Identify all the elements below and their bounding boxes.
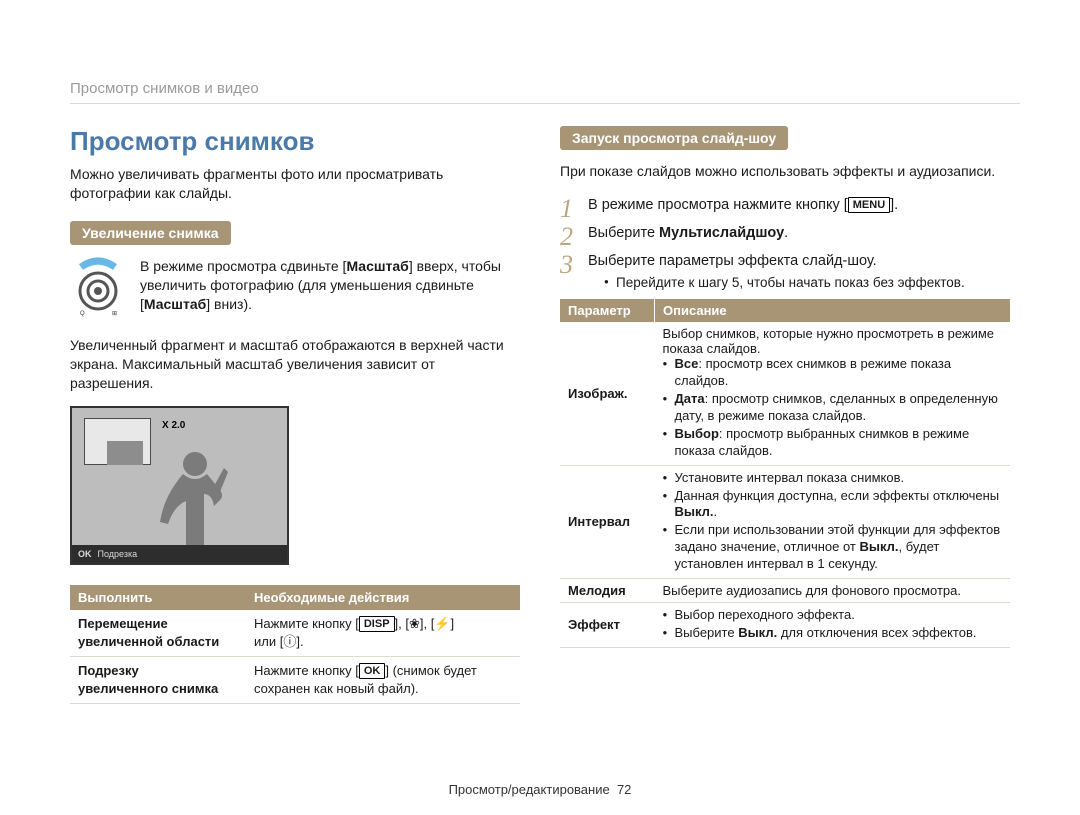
zoom-instr-b2: Масштаб — [144, 296, 206, 312]
disp-button-icon: DISP — [359, 616, 395, 632]
r1c2-p3: ], [ — [420, 616, 434, 631]
zoom-paragraph: Увеличенный фрагмент и масштаб отображаю… — [70, 336, 520, 393]
param-melody-label: Мелодия — [560, 579, 655, 603]
table-row: Подрезку увеличенного снимка Нажмите кно… — [70, 657, 520, 704]
preview-footer: OK Подрезка — [72, 545, 287, 563]
zoom-instr-b1: Масштаб — [346, 258, 408, 274]
zoom-instr-p1: В режиме просмотра сдвиньте [ — [140, 258, 346, 274]
footer-section: Просмотр/редактирование — [449, 782, 610, 797]
param-effect-b2c: для отключения всех эффектов. — [777, 625, 976, 640]
step3-text: Выберите параметры эффекта слайд-шоу. — [588, 253, 877, 269]
params-table: Параметр Описание Изображ. Выбор снимков… — [560, 299, 1010, 647]
slideshow-intro: При показе слайдов можно использовать эф… — [560, 162, 1010, 181]
param-image-line: Выбор снимков, которые нужно просмотреть… — [663, 326, 995, 356]
r1c2-l2b: ]. — [296, 634, 303, 649]
param-image-label: Изображ. — [560, 322, 655, 465]
params-th-1: Параметр — [560, 299, 655, 322]
svg-text:⊞: ⊞ — [112, 311, 117, 317]
param-interval-label: Интервал — [560, 465, 655, 578]
param-image-b3l: Выбор — [675, 426, 719, 441]
menu-button-icon: MENU — [848, 197, 890, 213]
page-title: Просмотр снимков — [70, 126, 520, 157]
param-effect-b1: Выбор переходного эффекта. — [663, 607, 1005, 624]
table-row: Изображ. Выбор снимков, которые нужно пр… — [560, 322, 1010, 465]
r1c2-l2a: или [ — [254, 634, 283, 649]
flower-icon: ❀ — [409, 616, 420, 631]
steps-list: В режиме просмотра нажмите кнопку [MENU]… — [560, 195, 1010, 291]
r1c2-p4: ] — [451, 616, 455, 631]
r1c1a: Перемещение — [78, 616, 168, 631]
manual-page: Просмотр снимков и видео Просмотр снимко… — [0, 0, 1080, 815]
breadcrumb: Просмотр снимков и видео — [70, 80, 1020, 104]
preview-footer-crop: Подрезка — [98, 549, 138, 559]
param-interval-b2b: Выкл. — [675, 504, 714, 519]
param-interval-b1: Установите интервал показа снимков. — [663, 470, 1005, 487]
preview-illustration: X 2.0 OK Подрезка — [70, 406, 289, 565]
slideshow-heading: Запуск просмотра слайд-шоу — [560, 126, 788, 150]
right-column: Запуск просмотра слайд-шоу При показе сл… — [560, 126, 1010, 704]
page-footer: Просмотр/редактирование 72 — [0, 782, 1080, 797]
param-interval-b2a: Данная функция доступна, если эффекты от… — [675, 488, 1000, 503]
footer-page-number: 72 — [617, 782, 631, 797]
preview-footer-ok: OK — [78, 549, 92, 559]
step-2: Выберите Мультислайдшоу. — [560, 223, 1010, 243]
table-row: Эффект Выбор переходного эффекта. Выбери… — [560, 603, 1010, 648]
param-image-b1: : просмотр всех снимков в режиме показа … — [675, 356, 952, 388]
ok-button-icon: OK — [359, 663, 386, 679]
zoom-dial-icon: Q ⊞ — [70, 257, 126, 322]
step-1: В режиме просмотра нажмите кнопку [MENU]… — [560, 195, 1010, 215]
step1-a: В режиме просмотра нажмите кнопку [ — [588, 197, 848, 213]
preview-silhouette — [142, 446, 252, 546]
param-interval-b3b: Выкл. — [860, 539, 899, 554]
zoom-instruction: В режиме просмотра сдвиньте [Масштаб] вв… — [140, 257, 520, 314]
table-row: Перемещение увеличенной области Нажмите … — [70, 610, 520, 656]
table-row: Интервал Установите интервал показа сним… — [560, 465, 1010, 578]
intro-text: Можно увеличивать фрагменты фото или про… — [70, 165, 520, 203]
zoom-heading: Увеличение снимка — [70, 221, 231, 245]
r2c2-p1: Нажмите кнопку [ — [254, 663, 359, 678]
param-image-b2l: Дата — [675, 391, 705, 406]
step2-b: Мультислайдшоу — [659, 225, 784, 241]
r1c2-p2: ], [ — [395, 616, 409, 631]
svg-text:Q: Q — [80, 311, 85, 317]
param-effect-label: Эффект — [560, 603, 655, 648]
preview-rect — [107, 441, 143, 465]
param-image-b1l: Все — [675, 356, 699, 371]
r2c1b: увеличенного снимка — [78, 681, 218, 696]
params-th-2: Описание — [655, 299, 1011, 322]
step1-b: ]. — [890, 197, 898, 213]
param-image-b3: : просмотр выбранных снимков в режиме по… — [675, 426, 970, 458]
step2-a: Выберите — [588, 225, 659, 241]
actions-th-2: Необходимые действия — [246, 585, 520, 610]
param-melody-text: Выберите аудиозапись для фонового просмо… — [655, 579, 1011, 603]
r1c2-p1: Нажмите кнопку [ — [254, 616, 359, 631]
step3-bullet: Перейдите к шагу 5, чтобы начать показ б… — [604, 274, 1010, 292]
left-column: Просмотр снимков Можно увеличивать фрагм… — [70, 126, 520, 704]
columns: Просмотр снимков Можно увеличивать фрагм… — [70, 126, 1020, 704]
zoom-instr-p3: ] вниз). — [206, 296, 252, 312]
step-3: Выберите параметры эффекта слайд-шоу. Пе… — [560, 251, 1010, 291]
r1c1b: увеличенной области — [78, 634, 219, 649]
timer-icon: ⓘ — [283, 634, 296, 649]
preview-zoom-factor: X 2.0 — [162, 420, 185, 431]
param-effect-b2a: Выберите — [675, 625, 739, 640]
param-interval-b3a: Если при использовании этой функции для … — [675, 522, 1001, 554]
param-interval-b2c: . — [714, 504, 718, 519]
r2c1a: Подрезку — [78, 663, 139, 678]
actions-table: Выполнить Необходимые действия Перемещен… — [70, 585, 520, 703]
preview-thumbnail — [84, 418, 151, 465]
actions-th-1: Выполнить — [70, 585, 246, 610]
step2-c: . — [784, 225, 788, 241]
zoom-row: Q ⊞ В режиме просмотра сдвиньте [Масштаб… — [70, 257, 520, 322]
param-image-b2: : просмотр снимков, сделанных в определе… — [675, 391, 998, 423]
table-row: Мелодия Выберите аудиозапись для фоновог… — [560, 579, 1010, 603]
param-effect-b2b: Выкл. — [738, 625, 777, 640]
flash-icon: ⚡ — [434, 616, 450, 631]
